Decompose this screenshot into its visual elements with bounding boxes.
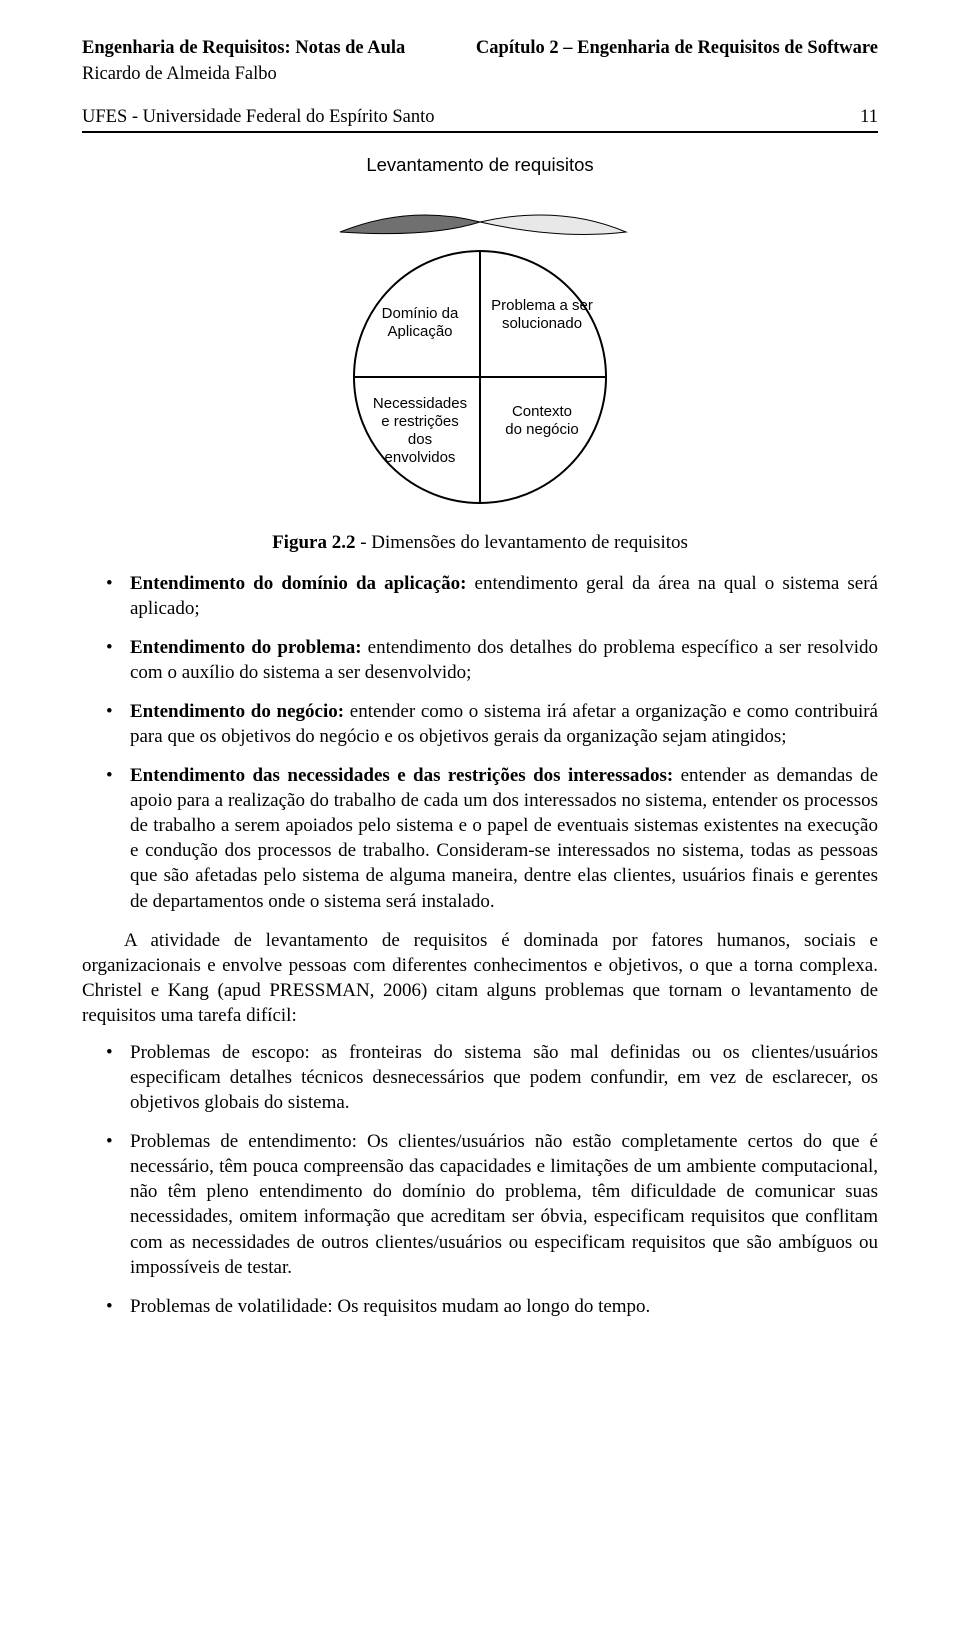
header-right-title: Capítulo 2 – Engenharia de Requisitos de…	[476, 36, 878, 60]
bullet-business-understanding: Entendimento do negócio: entender como o…	[82, 699, 878, 749]
page-number: 11	[860, 105, 878, 129]
bullet-scope-problems: Problemas de escopo: as fronteiras do si…	[82, 1040, 878, 1115]
quadrant-tr-line2: solucionado	[502, 315, 582, 332]
quadrant-br-line1: Contexto	[512, 403, 572, 420]
page-header: Engenharia de Requisitos: Notas de Aula …	[82, 36, 878, 60]
figure-title: Figura 2.2 - Dimensões do levantamento d…	[82, 530, 878, 555]
top-arcs-icon	[340, 215, 626, 235]
paragraph-elicitation-difficulties: A atividade de levantamento de requisito…	[82, 928, 878, 1028]
quadrant-tl-line1: Domínio da	[382, 305, 459, 322]
figure-diagram: Domínio da Aplicação Problema a ser solu…	[82, 192, 878, 512]
header-author: Ricardo de Almeida Falbo	[82, 62, 878, 86]
quadrant-tl-line2: Aplicação	[387, 323, 452, 340]
problems-bullet-list: Problemas de escopo: as fronteiras do si…	[82, 1040, 878, 1319]
quadrant-bl-line4: envolvidos	[385, 449, 456, 466]
header-affiliation: UFES - Universidade Federal do Espírito …	[82, 105, 434, 129]
quadrant-bl-line3: dos	[408, 431, 432, 448]
bullet-lead: Entendimento das necessidades e das rest…	[130, 765, 673, 786]
bullet-body: entender as demandas de apoio para a rea…	[130, 765, 878, 911]
understanding-bullet-list: Entendimento do domínio da aplicação: en…	[82, 571, 878, 914]
quadrant-tr-line1: Problema a ser	[491, 297, 593, 314]
figure-label: Figura 2.2	[272, 532, 355, 553]
figure-title-text: - Dimensões do levantamento de requisito…	[355, 532, 687, 553]
bullet-lead: Entendimento do negócio:	[130, 701, 344, 722]
requirements-dimensions-diagram: Domínio da Aplicação Problema a ser solu…	[280, 192, 680, 512]
bullet-lead: Entendimento do problema:	[130, 637, 362, 658]
bullet-stakeholder-needs: Entendimento das necessidades e das rest…	[82, 763, 878, 913]
bullet-lead: Entendimento do domínio da aplicação:	[130, 573, 466, 594]
quadrant-bl-line2: e restrições	[381, 413, 459, 430]
bullet-problem-understanding: Entendimento do problema: entendimento d…	[82, 635, 878, 685]
quadrant-labels: Domínio da Aplicação Problema a ser solu…	[373, 297, 593, 466]
bullet-understanding-problems: Problemas de entendimento: Os clientes/u…	[82, 1129, 878, 1279]
figure-caption-above: Levantamento de requisitos	[82, 153, 878, 177]
subheader: UFES - Universidade Federal do Espírito …	[82, 105, 878, 133]
quadrant-bl-line1: Necessidades	[373, 395, 467, 412]
bullet-volatility-problems: Problemas de volatilidade: Os requisitos…	[82, 1294, 878, 1319]
quadrant-br-line2: do negócio	[505, 421, 578, 438]
bullet-domain-understanding: Entendimento do domínio da aplicação: en…	[82, 571, 878, 621]
header-left-title: Engenharia de Requisitos: Notas de Aula	[82, 36, 405, 60]
